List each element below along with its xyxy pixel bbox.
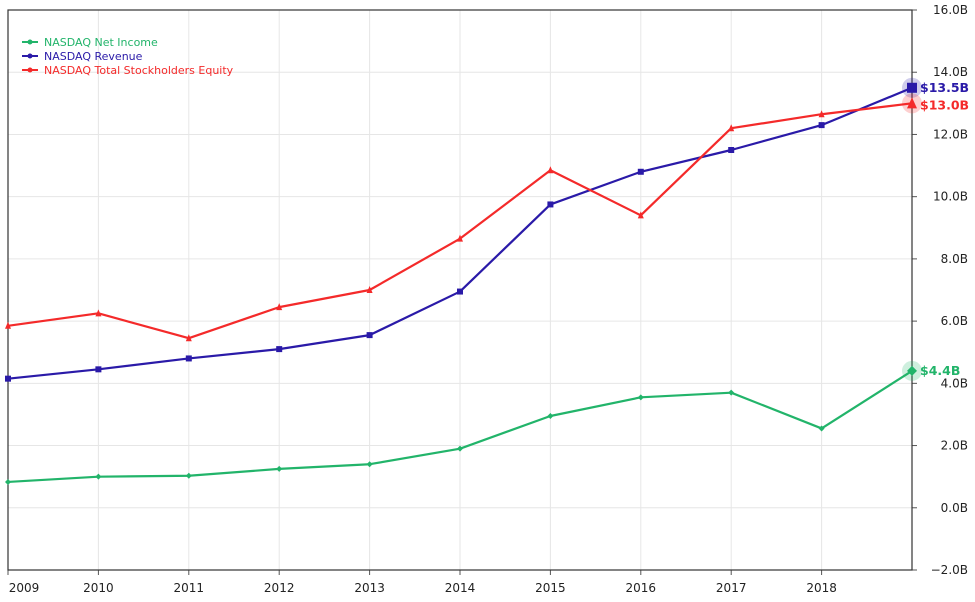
legend-label: NASDAQ Total Stockholders Equity bbox=[44, 64, 234, 77]
y-tick-label: 4.0B bbox=[941, 376, 968, 390]
series-end-label: $13.5B bbox=[920, 80, 969, 95]
data-point-marker bbox=[5, 375, 11, 382]
series-1 bbox=[5, 77, 922, 382]
data-point-marker bbox=[728, 124, 735, 132]
plot-frame bbox=[7, 9, 913, 571]
data-point-marker bbox=[637, 168, 644, 175]
data-point-marker bbox=[366, 332, 373, 339]
data-point-marker bbox=[185, 334, 192, 342]
data-point-marker bbox=[276, 346, 283, 353]
data-point-marker bbox=[547, 413, 554, 419]
y-tick-label: 12.0B bbox=[933, 127, 968, 141]
y-tick-label: 2.0B bbox=[941, 439, 968, 453]
legend-entry: NASDAQ Revenue bbox=[22, 50, 143, 63]
series-end-label: $13.0B bbox=[920, 97, 969, 112]
data-point-marker bbox=[818, 110, 825, 118]
data-point-marker bbox=[276, 465, 283, 472]
data-point-marker bbox=[547, 166, 554, 174]
legend-marker bbox=[27, 67, 33, 73]
data-point-marker bbox=[547, 201, 554, 208]
data-point-marker bbox=[907, 82, 917, 93]
data-point-marker bbox=[457, 288, 463, 295]
x-tick-label: 2011 bbox=[174, 581, 205, 595]
data-point-marker bbox=[637, 211, 644, 219]
legend-marker bbox=[27, 53, 33, 59]
data-point-marker bbox=[907, 97, 917, 109]
data-point-marker bbox=[185, 472, 192, 479]
data-point-marker bbox=[457, 445, 463, 452]
x-tick-label: 2014 bbox=[445, 581, 476, 595]
legend-label: NASDAQ Net Income bbox=[44, 36, 158, 49]
y-tick-label: 16.0B bbox=[933, 3, 968, 17]
y-tick-label: 8.0B bbox=[941, 252, 968, 266]
x-tick-label: 2012 bbox=[264, 581, 295, 595]
x-tick-label: 2015 bbox=[535, 581, 566, 595]
y-tick-label: 0.0B bbox=[941, 501, 968, 515]
data-point-marker bbox=[907, 365, 917, 376]
y-tick-label: −2.0B bbox=[931, 563, 968, 577]
data-point-marker bbox=[366, 286, 373, 293]
legend-label: NASDAQ Revenue bbox=[44, 50, 143, 63]
data-point-marker bbox=[818, 425, 825, 432]
data-point-marker bbox=[5, 478, 11, 485]
x-tick-label: 2016 bbox=[626, 581, 657, 595]
axes: −2.0B 0.0B 2.0B 4.0B 6.0B 8.0B 10.0B 12.0B 14.0B… bbox=[7, 3, 968, 595]
end-labels: $4.4B $13.5B $13.0B bbox=[920, 80, 969, 378]
series-end-label: $4.4B bbox=[920, 363, 960, 378]
data-point-marker bbox=[185, 355, 192, 362]
y-tick-label: 6.0B bbox=[941, 314, 968, 328]
data-point-marker bbox=[637, 394, 644, 401]
data-point-marker bbox=[728, 147, 735, 153]
x-tick-label: 2013 bbox=[354, 581, 385, 595]
x-tick-label: 2010 bbox=[83, 581, 114, 595]
data-point-marker bbox=[457, 234, 463, 242]
data-point-marker bbox=[95, 366, 102, 373]
x-tick-label: 2017 bbox=[716, 581, 747, 595]
data-point-marker bbox=[728, 389, 735, 396]
data-point-marker bbox=[95, 473, 102, 480]
data-point-marker bbox=[5, 321, 11, 329]
legend-marker bbox=[27, 39, 33, 45]
legend-entry: NASDAQ Net Income bbox=[22, 36, 158, 49]
x-tick-label: 2009 bbox=[9, 581, 40, 595]
series-2 bbox=[5, 93, 922, 342]
data-point-marker bbox=[366, 461, 373, 468]
series-layer bbox=[5, 77, 922, 485]
data-point-marker bbox=[818, 122, 825, 129]
series-0 bbox=[5, 360, 922, 485]
legend-entry: NASDAQ Total Stockholders Equity bbox=[22, 64, 234, 77]
x-tick-label: 2018 bbox=[806, 581, 837, 595]
data-point-marker bbox=[276, 303, 283, 311]
data-point-marker bbox=[95, 309, 102, 317]
y-tick-label: 10.0B bbox=[933, 190, 968, 204]
y-tick-label: 14.0B bbox=[933, 65, 968, 79]
